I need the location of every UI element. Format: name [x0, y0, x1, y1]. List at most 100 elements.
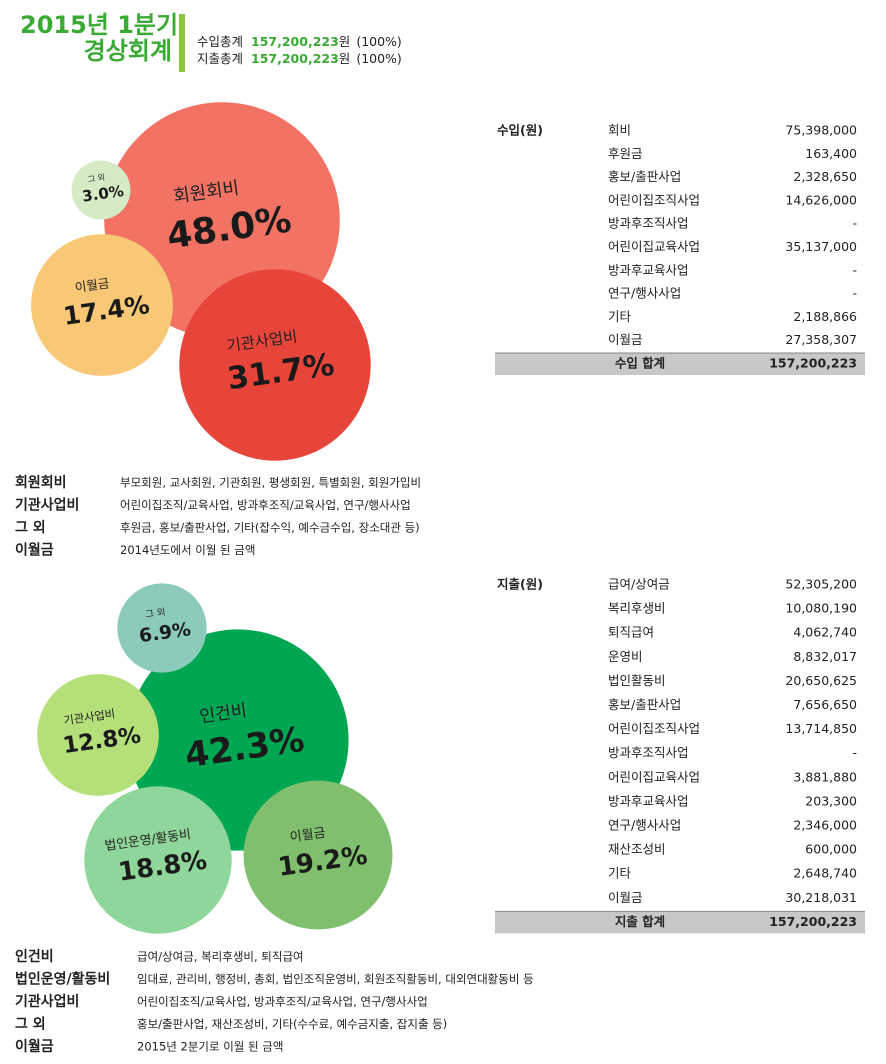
- note-desc: 2015년 2분기로 이월 된 금액: [137, 1040, 283, 1054]
- row-label: 방과후조직사업: [608, 216, 689, 231]
- row-label: 방과후교육사업: [608, 793, 689, 808]
- row-amount: 2,346,000: [793, 818, 857, 833]
- bubble: [37, 674, 159, 796]
- row-amount: 7,656,650: [793, 697, 857, 712]
- note-term: 그 외: [15, 519, 46, 536]
- note-desc: 홍보/출판사업, 재산조성비, 기타(수수료, 예수금지출, 잡지출 등): [137, 1017, 447, 1031]
- note-desc: 후원금, 홍보/출판사업, 기타(잡수익, 예수금수입, 장소대관 등): [120, 521, 420, 535]
- note-term: 그 외: [15, 1016, 46, 1033]
- row-amount: 14,626,000: [785, 192, 857, 207]
- summary-part: (100%): [356, 51, 402, 66]
- row-label: 운영비: [608, 649, 643, 664]
- note-term: 기관사업비: [15, 993, 79, 1010]
- table-heading: 지출(원): [497, 577, 543, 592]
- summary-part: 지출총계: [197, 51, 243, 66]
- row-amount: 27,358,307: [785, 332, 857, 347]
- summary-part: 수입총계: [197, 34, 243, 49]
- title: 경상회계: [84, 37, 172, 65]
- summary-part: 원: [339, 34, 351, 49]
- total-amount: 157,200,223: [769, 356, 857, 371]
- row-label: 방과후교육사업: [608, 262, 689, 277]
- row-amount: 75,398,000: [785, 123, 857, 138]
- row-amount: 35,137,000: [785, 239, 857, 254]
- bubble: [243, 780, 393, 930]
- row-amount: 30,218,031: [785, 890, 857, 905]
- total-bar: [495, 353, 865, 375]
- row-amount: 600,000: [805, 842, 857, 857]
- row-label: 퇴직급여: [608, 625, 654, 640]
- row-amount: 10,080,190: [785, 601, 857, 616]
- total-bar: [495, 911, 865, 934]
- row-amount: 52,305,200: [785, 577, 857, 592]
- row-label: 회비: [608, 123, 631, 138]
- row-label: 재산조성비: [608, 842, 666, 857]
- row-label: 이월금: [608, 332, 643, 347]
- row-label: 방과후조직사업: [608, 745, 689, 760]
- row-label: 기타: [608, 309, 632, 324]
- summary-part: 원: [339, 51, 351, 66]
- row-amount: 13,714,850: [785, 721, 857, 736]
- note-term: 이월금: [15, 542, 54, 559]
- total-label: 수입 합계: [615, 356, 665, 371]
- summary-line: 수입총계 157,200,223원 (100%): [197, 34, 402, 49]
- title: 2015년 1분기: [20, 11, 178, 39]
- table-heading: 수입(원): [497, 123, 543, 138]
- bubble: [84, 786, 232, 934]
- row-amount: 8,832,017: [793, 649, 857, 664]
- note-desc: 부모회원, 교사회원, 기관회원, 평생회원, 특별회원, 회원가입비: [120, 476, 421, 490]
- row-label: 어린이집교육사업: [608, 769, 700, 784]
- note-desc: 급여/상여금, 복리후생비, 퇴직급여: [137, 950, 304, 964]
- note-desc: 2014년도에서 이월 된 금액: [120, 543, 255, 557]
- row-amount: -: [852, 745, 857, 760]
- bubble: [179, 269, 371, 461]
- summary-part: 157,200,223: [251, 34, 339, 49]
- note-term: 이월금: [15, 1038, 54, 1055]
- total-amount: 157,200,223: [769, 914, 857, 929]
- row-amount: 4,062,740: [793, 625, 857, 640]
- row-label: 후원금: [608, 146, 643, 161]
- row-label: 어린이집교육사업: [608, 239, 700, 254]
- row-label: 기타: [608, 866, 632, 881]
- row-label: 어린이집조직사업: [608, 192, 700, 207]
- row-label: 이월금: [608, 890, 643, 905]
- row-amount: 2,328,650: [793, 169, 857, 184]
- note-desc: 어린이집조직/교육사업, 방과후조직/교육사업, 연구/행사사업: [137, 995, 428, 1009]
- summary-part: 157,200,223: [251, 51, 339, 66]
- bubble: [71, 160, 131, 220]
- row-label: 법인활동비: [608, 673, 666, 688]
- bubble: [117, 583, 207, 673]
- row-amount: 3,881,880: [793, 769, 857, 784]
- header-bar: [179, 14, 185, 72]
- total-label: 지출 합계: [615, 914, 665, 929]
- bubble-category: 그 외: [87, 172, 105, 184]
- bubble-labels: 그 외3.0%: [81, 172, 125, 206]
- note-desc: 어린이집조직/교육사업, 방과후조직/교육사업, 연구/행사사업: [120, 498, 411, 512]
- note-term: 법인운영/활동비: [15, 971, 110, 988]
- row-label: 어린이집조직사업: [608, 721, 700, 736]
- row-amount: 2,648,740: [793, 866, 857, 881]
- row-amount: 2,188,866: [793, 309, 857, 324]
- note-term: 인건비: [15, 948, 54, 965]
- row-amount: 203,300: [805, 793, 857, 808]
- row-label: 연구/행사사업: [608, 286, 681, 301]
- row-label: 연구/행사사업: [608, 818, 681, 833]
- row-label: 복리후생비: [608, 601, 666, 616]
- summary-part: (100%): [356, 34, 402, 49]
- row-label: 홍보/출판사업: [608, 697, 681, 712]
- bubble-category: 이월금: [289, 826, 327, 846]
- bubble-category: 이월금: [74, 275, 110, 295]
- bubble-value: 3.0%: [81, 182, 125, 206]
- note-desc: 임대료, 관리비, 행정비, 총회, 법인조직운영비, 회원조직활동비, 대외연…: [137, 972, 534, 986]
- row-label: 홍보/출판사업: [608, 169, 681, 184]
- row-amount: -: [852, 216, 857, 231]
- row-amount: -: [852, 286, 857, 301]
- bubble-category: 그 외: [145, 606, 167, 621]
- row-amount: 163,400: [805, 146, 857, 161]
- bubble: [31, 234, 173, 376]
- row-amount: 20,650,625: [785, 673, 857, 688]
- note-term: 기관사업비: [15, 497, 79, 514]
- note-term: 회원회비: [15, 475, 67, 491]
- summary-line: 지출총계 157,200,223원 (100%): [197, 51, 402, 66]
- row-label: 급여/상여금: [608, 577, 670, 592]
